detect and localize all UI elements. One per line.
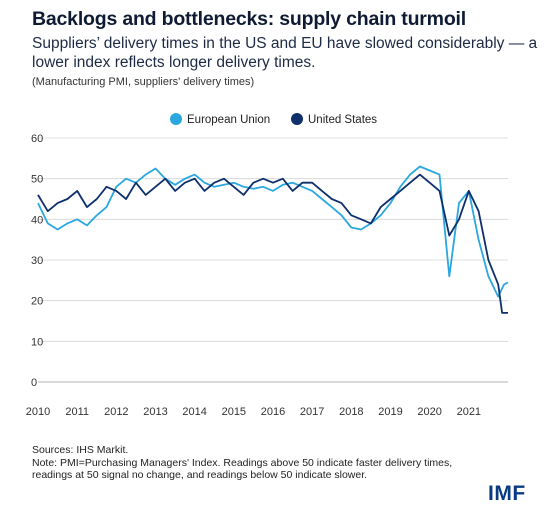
x-tick-label: 2011 [65, 406, 89, 418]
x-tick-label: 2010 [26, 406, 50, 418]
legend-label-0: European Union [187, 114, 270, 126]
legend-label-1: United States [308, 114, 377, 126]
x-tick-label: 2018 [339, 406, 363, 418]
x-tick-label: 2013 [143, 406, 167, 418]
y-tick-label: 0 [31, 377, 37, 389]
legend-marker-0 [170, 113, 182, 125]
note-line-continued: readings at 50 signal no change, and rea… [32, 469, 368, 481]
y-tick-label: 10 [31, 336, 43, 348]
x-tick-label: 2017 [300, 406, 324, 418]
series-line-0 [37, 165, 509, 298]
x-tick-label: 2016 [261, 406, 285, 418]
x-tick-label: 2014 [182, 406, 206, 418]
y-tick-label: 50 [31, 174, 43, 186]
chart-units-note: (Manufacturing PMI, suppliers' delivery … [32, 76, 255, 88]
x-tick-label: 2021 [457, 406, 481, 418]
chart-subtitle: Suppliers’ delivery times in the US and … [32, 35, 538, 71]
x-tick-label: 2020 [417, 406, 441, 418]
legend-marker-1 [291, 113, 303, 125]
imf-logo: IMF [488, 482, 526, 505]
x-tick-label: 2019 [378, 406, 402, 418]
chart-title: Backlogs and bottlenecks: supply chain t… [32, 8, 466, 30]
series-line-1 [37, 173, 508, 314]
sources-line: Sources: IHS Markit. [32, 444, 129, 456]
note-line: Note: PMI=Purchasing Managers' Index. Re… [32, 456, 453, 469]
y-tick-label: 30 [31, 255, 43, 267]
x-tick-label: 2015 [222, 406, 246, 418]
sources-note: Sources: IHS Markit. Note: PMI=Purchasin… [32, 444, 512, 482]
line-chart: 0 10 20 30 40 50 60 2010 2011 2012 2013 2014 2015 201… [26, 113, 509, 418]
y-tick-label: 40 [31, 214, 43, 226]
y-tick-label: 20 [31, 296, 43, 308]
x-tick-label: 2012 [104, 406, 128, 418]
y-tick-label: 60 [31, 133, 43, 145]
